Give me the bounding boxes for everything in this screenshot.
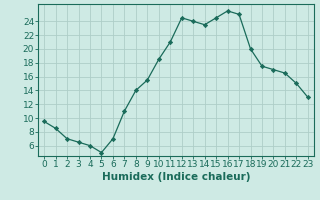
X-axis label: Humidex (Indice chaleur): Humidex (Indice chaleur)	[102, 172, 250, 182]
